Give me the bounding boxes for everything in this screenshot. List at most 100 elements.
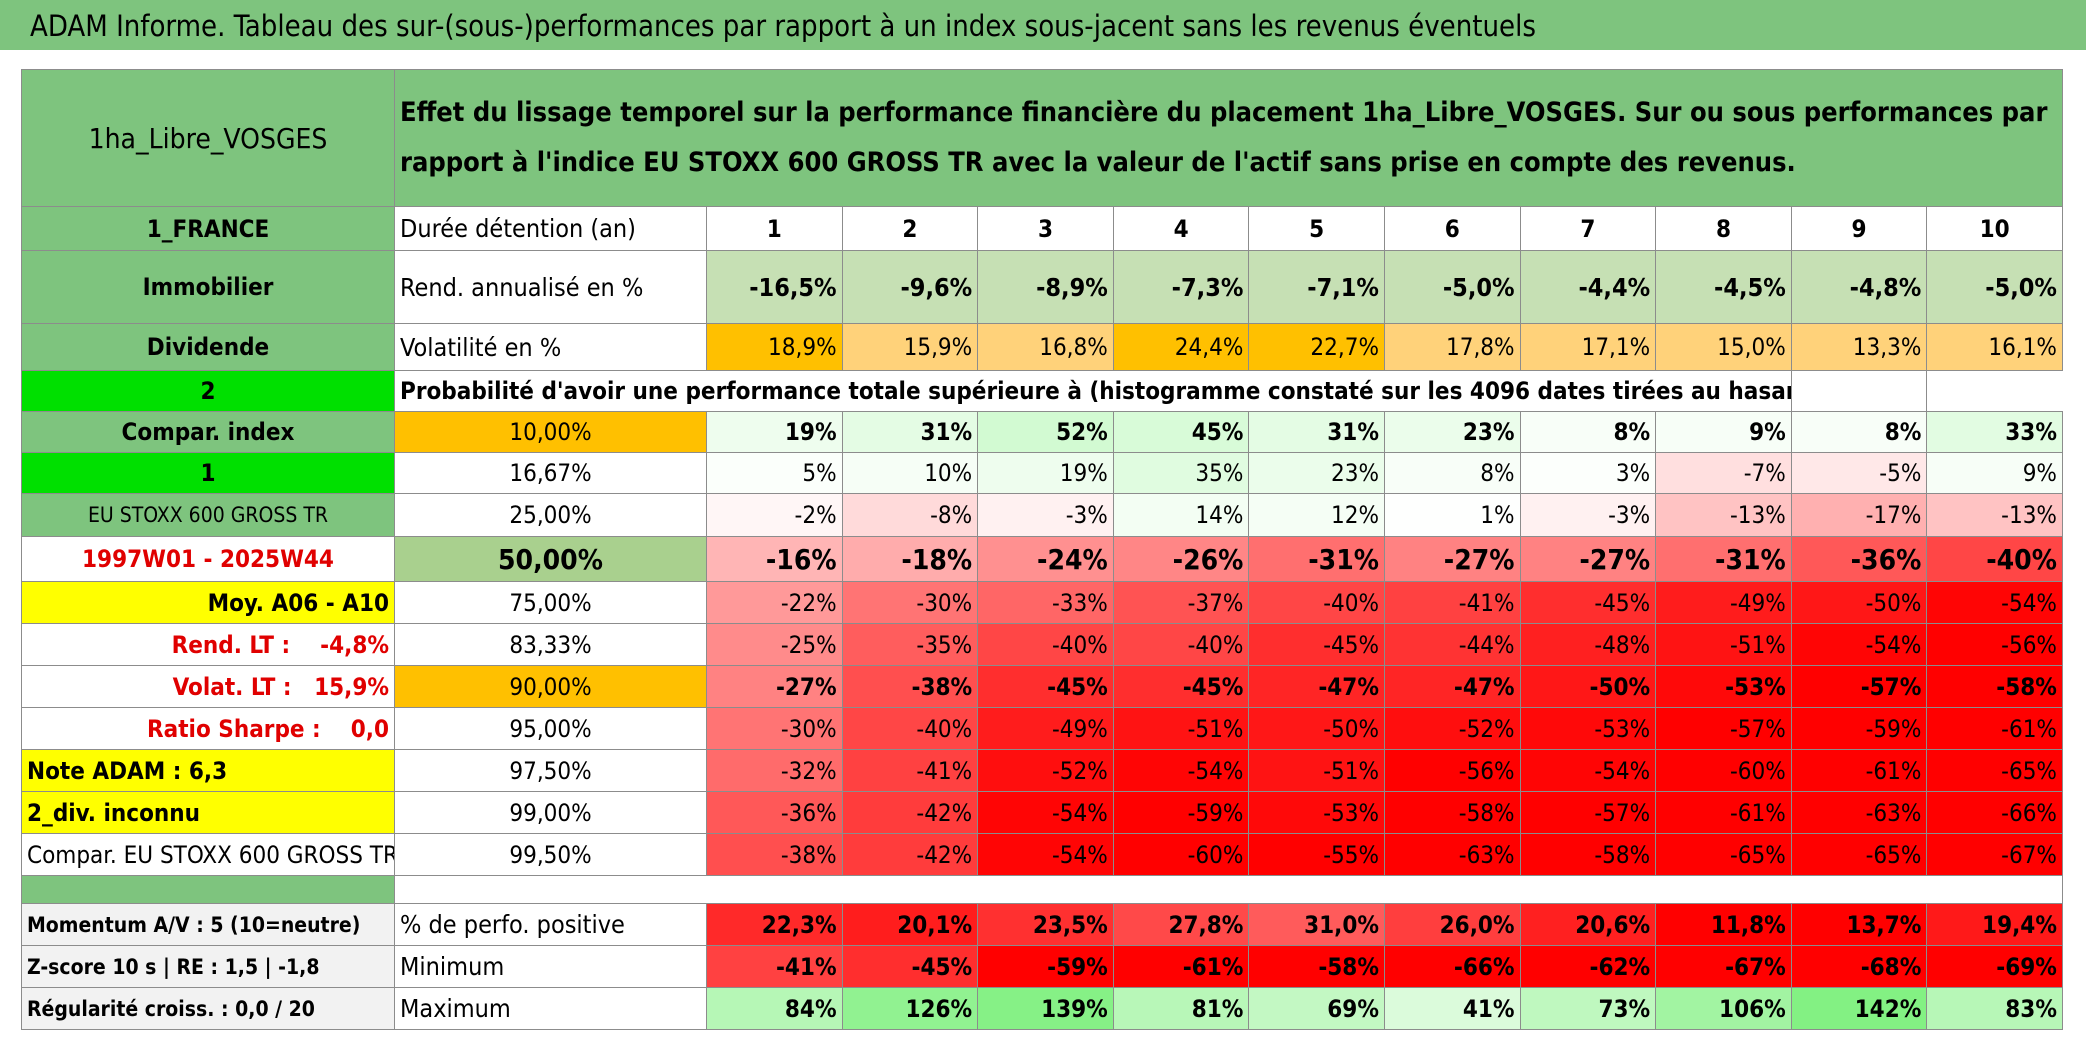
performance-value: -45% (1112, 665, 1250, 708)
performance-value: -65% (1790, 833, 1928, 876)
performance-value: -54% (977, 791, 1114, 834)
indicator: Régularité croiss. : 0,0 / 20 (21, 987, 395, 1030)
performance-value: -17% (1790, 493, 1928, 537)
summary-value: 142% (1790, 987, 1928, 1030)
summary-value: -59% (977, 945, 1114, 988)
performance-value: 1% (1383, 493, 1521, 537)
row-label: 1997W01 - 2025W44 (21, 536, 395, 582)
summary-value: 139% (977, 987, 1114, 1030)
performance-value: 33% (1926, 411, 2063, 453)
performance-value: -40% (841, 707, 979, 750)
performance-value: -40% (1112, 623, 1250, 666)
table-row: 1 16,67% 5% 10% 19% 35% 23% 8% 3% -7% -5% 9% (21, 452, 2063, 494)
percentile: 50,00% (394, 536, 707, 582)
table-row: Note ADAM : 6,3 97,50% -32% -41% -52% -54% -51… (21, 749, 2063, 792)
annual-return: -4,4% (1519, 250, 1657, 324)
holding-years: 5 (1248, 206, 1385, 251)
table-row: Ratio Sharpe : 0,0 95,00% -30% -40% -49% -51%… (21, 707, 2063, 750)
performance-value: -40% (1926, 536, 2063, 582)
performance-value: -58% (1383, 791, 1521, 834)
performance-value: 3% (1519, 452, 1657, 494)
performance-value: -30% (706, 707, 843, 750)
volatility: 22,7% (1248, 323, 1385, 371)
empty-cell (1790, 370, 1928, 412)
performance-value: 8% (1519, 411, 1657, 453)
table-row: Rend. LT : -4,8% 83,33% -25% -35% -40% -40% -4… (21, 623, 2063, 666)
performance-value: -55% (1248, 833, 1385, 876)
summary-value: -45% (841, 945, 979, 988)
holding-years: 4 (1112, 206, 1250, 251)
performance-value: -50% (1248, 707, 1385, 750)
performance-value: -44% (1383, 623, 1521, 666)
indicator: Z-score 10 s | RE : 1,5 | -1,8 (21, 945, 395, 988)
performance-value: 9% (1926, 452, 2063, 494)
table-row: Momentum A/V : 5 (10=neutre)% de perfo. … (21, 903, 2063, 946)
performance-value: -22% (706, 581, 843, 624)
performance-value: -3% (1519, 493, 1657, 537)
performance-value: 52% (977, 411, 1114, 453)
performance-value: -51% (1112, 707, 1250, 750)
row-label: Rend. LT : -4,8% (21, 623, 395, 666)
performance-value: -57% (1790, 665, 1928, 708)
performance-value: -45% (977, 665, 1114, 708)
performance-value: 23% (1248, 452, 1385, 494)
performance-value: -61% (1926, 707, 2063, 750)
performance-value: -27% (706, 665, 843, 708)
performance-value: -54% (1926, 581, 2063, 624)
summary-value: -41% (706, 945, 843, 988)
performance-value: -63% (1790, 791, 1928, 834)
performance-value: -13% (1926, 493, 2063, 537)
performance-value: -31% (1248, 536, 1385, 582)
volatility: 17,1% (1519, 323, 1657, 371)
performance-value: -37% (1112, 581, 1250, 624)
performance-value: -56% (1926, 623, 2063, 666)
performance-value: -38% (841, 665, 979, 708)
percentile: 16,67% (394, 452, 707, 494)
performance-value: -57% (1519, 791, 1657, 834)
volatility: 15,9% (841, 323, 979, 371)
performance-value: -41% (1383, 581, 1521, 624)
row-label: Immobilier (21, 250, 395, 324)
performance-value: -27% (1383, 536, 1521, 582)
performance-value: -50% (1519, 665, 1657, 708)
volatility: 13,3% (1790, 323, 1928, 371)
performance-value: -24% (977, 536, 1114, 582)
performance-value: 23% (1383, 411, 1521, 453)
summary-value: 73% (1519, 987, 1657, 1030)
volatility: 16,1% (1926, 323, 2063, 371)
performance-value: -61% (1655, 791, 1792, 834)
performance-value: 5% (706, 452, 843, 494)
volatility: 15,0% (1655, 323, 1792, 371)
performance-value: -58% (1926, 665, 2063, 708)
percentile: 10,00% (394, 411, 707, 453)
performance-value: -59% (1112, 791, 1250, 834)
table-row: Z-score 10 s | RE : 1,5 | -1,8 Minimum -41… (21, 945, 2063, 988)
table-row: 1_FRANCE Durée détention (an) 1 2 3 4 5 6 7 8 9 10 (21, 206, 2063, 251)
summary-value: 106% (1655, 987, 1792, 1030)
annual-return: -5,0% (1926, 250, 2063, 324)
summary-value: -69% (1926, 945, 2063, 988)
performance-value: -48% (1519, 623, 1657, 666)
summary-value: 84% (706, 987, 843, 1030)
summary-value: 27,8% (1112, 903, 1250, 946)
performance-value: -2% (706, 493, 843, 537)
performance-value: -66% (1926, 791, 2063, 834)
performance-value: -13% (1655, 493, 1792, 537)
summary-value: 11,8% (1655, 903, 1792, 946)
table-row: Moy. A06 - A10 75,00% -22% -30% -33% -37% -40%… (21, 581, 2063, 624)
performance-value: -25% (706, 623, 843, 666)
performance-value: 45% (1112, 411, 1250, 453)
table-row: 2_div. inconnu 99,00% -36% -42% -54% -59% -53%… (21, 791, 2063, 834)
performance-value: -65% (1926, 749, 2063, 792)
performance-value: -27% (1519, 536, 1657, 582)
report-title: ADAM Informe. Tableau des sur-(sous-)per… (0, 0, 2086, 50)
row-label: Compar. index (21, 411, 395, 453)
summary-value: 20,6% (1519, 903, 1657, 946)
summary-value: 41% (1383, 987, 1521, 1030)
performance-value: -53% (1248, 791, 1385, 834)
performance-value: -65% (1655, 833, 1792, 876)
performance-value: 35% (1112, 452, 1250, 494)
performance-value: -49% (1655, 581, 1792, 624)
holding-years: 2 (841, 206, 979, 251)
annual-return: -7,1% (1248, 250, 1385, 324)
